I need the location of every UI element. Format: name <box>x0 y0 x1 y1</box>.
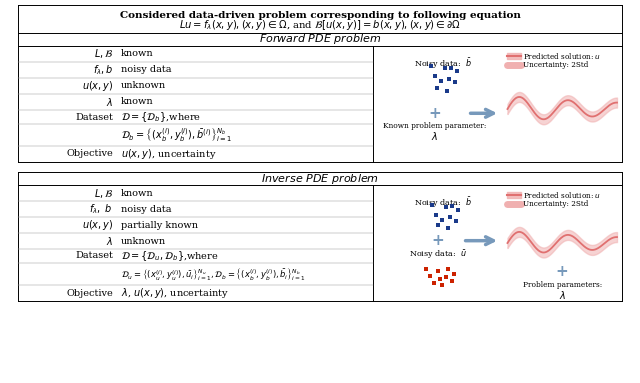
Point <box>440 204 451 210</box>
Point <box>447 278 457 284</box>
Text: $\lambda$: $\lambda$ <box>559 289 566 301</box>
Text: Objective: Objective <box>67 149 113 159</box>
Text: $\mathit{Inverse\ PDE\ problem}$: $\mathit{Inverse\ PDE\ problem}$ <box>261 172 379 185</box>
Point <box>447 203 457 209</box>
Point <box>443 266 453 272</box>
Text: Noisy data:  $\bar{b}$: Noisy data: $\bar{b}$ <box>414 56 472 71</box>
Text: unknown: unknown <box>121 236 166 246</box>
Text: +: + <box>428 106 441 121</box>
Text: $f_{\lambda},\ b$: $f_{\lambda},\ b$ <box>90 202 113 216</box>
Text: Objective: Objective <box>67 288 113 298</box>
Text: known: known <box>121 49 154 59</box>
Text: Predicted solution: $u$: Predicted solution: $u$ <box>524 190 602 200</box>
Text: $L,\mathcal{B}$: $L,\mathcal{B}$ <box>93 187 113 200</box>
Point <box>426 63 436 69</box>
Point <box>450 79 460 85</box>
Text: Uncertainty: 2Std: Uncertainty: 2Std <box>524 61 589 69</box>
Point <box>451 218 461 224</box>
Text: Problem parameters:: Problem parameters: <box>523 281 602 289</box>
Point <box>452 68 462 74</box>
Text: $L,\mathcal{B}$: $L,\mathcal{B}$ <box>93 47 113 61</box>
Point <box>424 273 435 279</box>
Point <box>449 271 459 277</box>
Point <box>440 65 450 71</box>
Text: noisy data: noisy data <box>121 205 172 213</box>
Point <box>420 266 431 272</box>
Point <box>431 212 441 218</box>
Text: $\lambda$: $\lambda$ <box>431 130 438 142</box>
Point <box>436 217 447 223</box>
Text: partially known: partially known <box>121 221 198 229</box>
Text: Noisy data:  $\bar{b}$: Noisy data: $\bar{b}$ <box>414 195 472 210</box>
Text: +: + <box>556 265 568 280</box>
Text: $\mathcal{D}_b = \left\{(x_b^{(i)},y_b^{(i)}),\bar{b}^{(i)}\right\}_{i=1}^{N_b}$: $\mathcal{D}_b = \left\{(x_b^{(i)},y_b^{… <box>121 126 232 144</box>
Point <box>445 65 456 71</box>
Point <box>427 202 437 208</box>
Text: $u(x,y)$, uncertainty: $u(x,y)$, uncertainty <box>121 147 216 161</box>
Point <box>444 76 454 82</box>
Text: Dataset: Dataset <box>75 252 113 260</box>
Text: known: known <box>121 98 154 106</box>
Point <box>429 73 440 79</box>
Point <box>445 214 455 220</box>
Text: Noisy data:  $\bar{u}$: Noisy data: $\bar{u}$ <box>409 249 467 262</box>
Text: Dataset: Dataset <box>75 113 113 121</box>
Point <box>429 280 439 286</box>
Text: $\mathcal{D} = \{\mathcal{D}_b\}$,where: $\mathcal{D} = \{\mathcal{D}_b\}$,where <box>121 110 201 124</box>
Text: $\mathcal{D} = \{\mathcal{D}_u,\mathcal{D}_b\}$,where: $\mathcal{D} = \{\mathcal{D}_u,\mathcal{… <box>121 249 219 263</box>
Text: $\mathit{Forward\ PDE\ problem}$: $\mathit{Forward\ PDE\ problem}$ <box>259 33 381 46</box>
Point <box>436 78 446 84</box>
Text: $f_{\lambda},b$: $f_{\lambda},b$ <box>93 63 113 77</box>
Text: $\mathcal{D}_u = \left\{(x_u^{(i)},y_u^{(i)}),\bar{u}_i\right\}_{i=1}^{N_u},\mat: $\mathcal{D}_u = \left\{(x_u^{(i)},y_u^{… <box>121 266 306 282</box>
Point <box>431 85 442 91</box>
Text: Uncertainty: 2Std: Uncertainty: 2Std <box>524 200 589 208</box>
Text: $\lambda$: $\lambda$ <box>106 235 113 247</box>
Text: known: known <box>121 188 154 198</box>
Text: $Lu = f_{\lambda}(x,y),(x,y) \in \Omega$, and $\mathcal{B}[u(x,y)] = b(x,y),(x,y: $Lu = f_{\lambda}(x,y),(x,y) \in \Omega$… <box>179 18 461 32</box>
Text: unknown: unknown <box>121 82 166 90</box>
Text: $\lambda$, $u(x,y)$, uncertainty: $\lambda$, $u(x,y)$, uncertainty <box>121 286 229 300</box>
Point <box>433 268 443 274</box>
Text: noisy data: noisy data <box>121 65 172 75</box>
Point <box>433 222 443 228</box>
Text: Known problem parameter:: Known problem parameter: <box>383 122 486 130</box>
Point <box>435 276 445 282</box>
Point <box>436 282 447 288</box>
Text: $u(x,y)$: $u(x,y)$ <box>81 218 113 232</box>
Text: $u(x,y)$: $u(x,y)$ <box>81 79 113 93</box>
Point <box>443 225 453 231</box>
Point <box>452 207 463 213</box>
Text: +: + <box>431 233 444 248</box>
Text: $\lambda$: $\lambda$ <box>106 96 113 108</box>
Point <box>442 88 452 94</box>
Text: Predicted solution: $u$: Predicted solution: $u$ <box>524 51 602 61</box>
Point <box>440 273 451 280</box>
Text: Considered data-driven problem corresponding to following equation: Considered data-driven problem correspon… <box>120 10 520 20</box>
